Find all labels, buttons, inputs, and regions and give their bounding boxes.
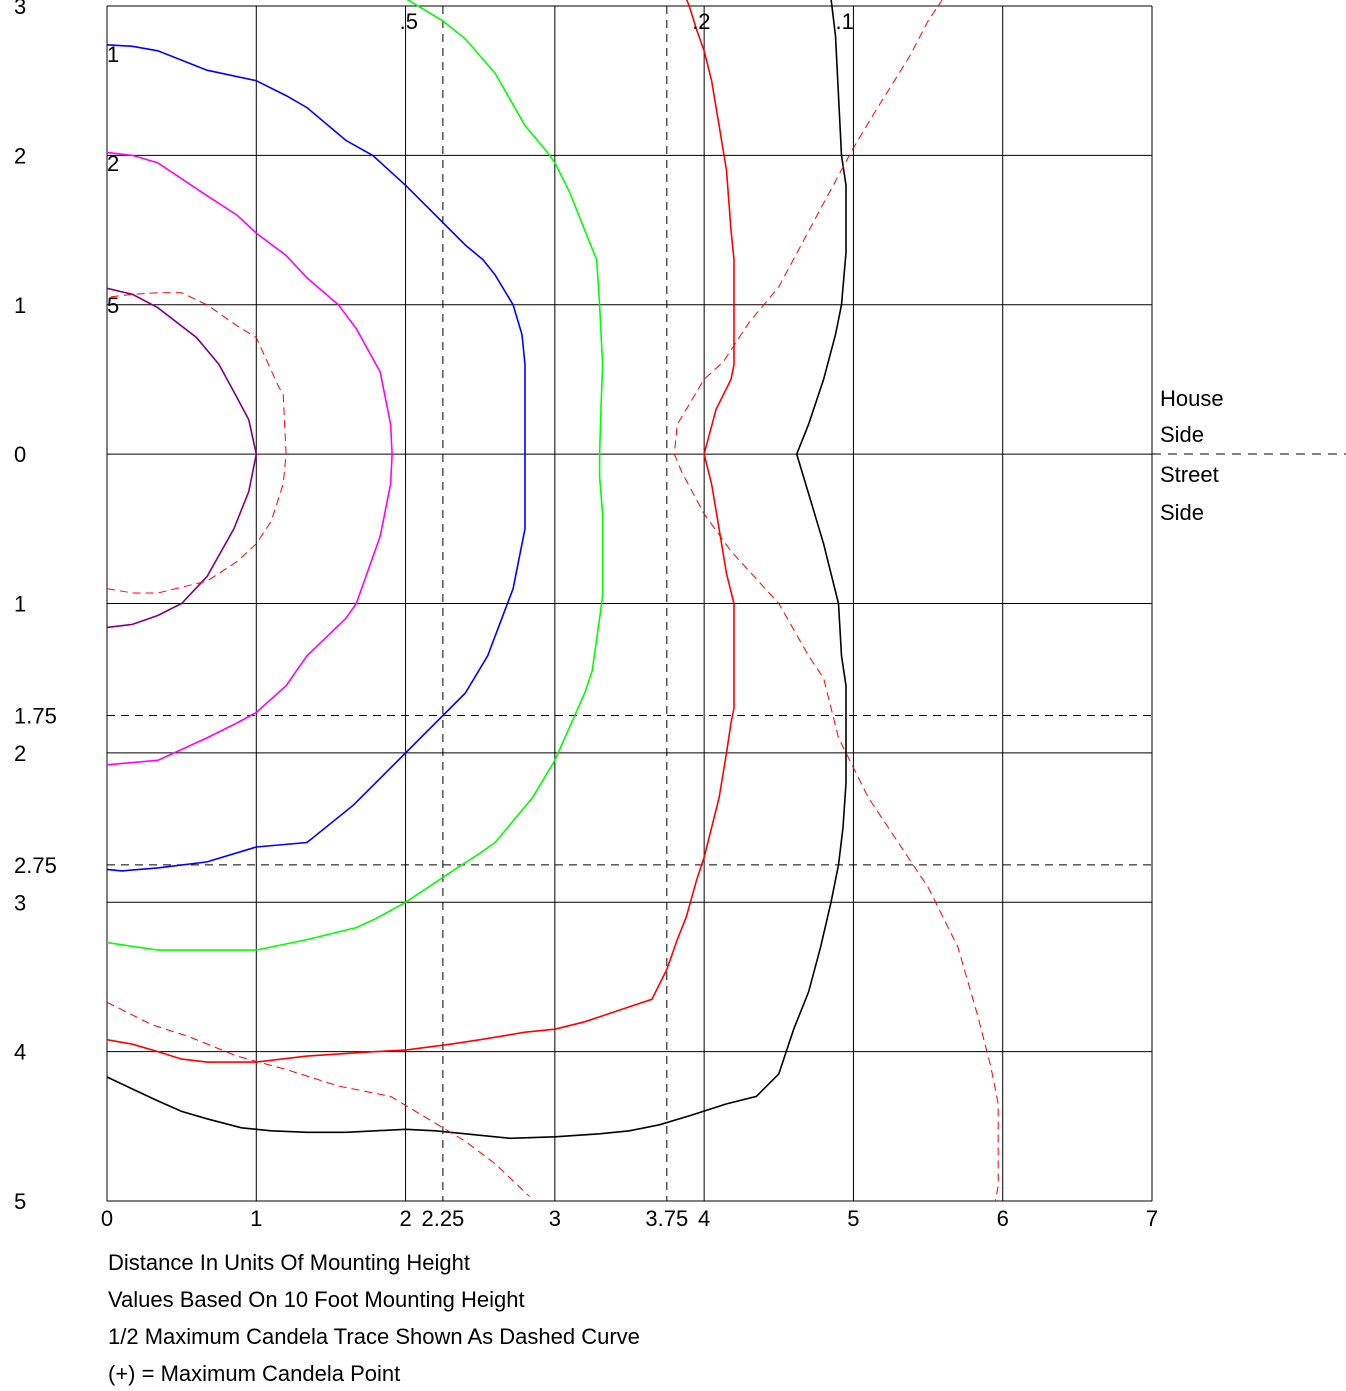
y-tick-label: 4 xyxy=(14,1040,26,1065)
contour-value-label: 5 xyxy=(107,293,119,318)
isofootcandle-curve xyxy=(106,0,847,1140)
isofootcandle-curve xyxy=(106,0,735,1063)
grid-lines xyxy=(106,5,1153,1202)
house-side-word: House xyxy=(1160,386,1224,411)
y-tick-label: 1 xyxy=(14,592,26,617)
half-max-candela-curve xyxy=(106,1001,530,1197)
y-tick-label: 3 xyxy=(14,0,26,19)
contour-value-label: .5 xyxy=(400,9,418,34)
street-side-label: Street Side xyxy=(1160,456,1219,532)
y-tick-label: 3 xyxy=(14,890,26,915)
isofootcandle-curve xyxy=(106,287,258,629)
y-tick-label: 2 xyxy=(14,143,26,168)
x-tick-label: 4 xyxy=(698,1206,710,1231)
half-max-candela-curve xyxy=(106,292,287,594)
x-axis-label: Distance In Units Of Mounting Height xyxy=(108,1250,470,1275)
y-tick-label: 0 xyxy=(14,442,26,467)
contour-curves xyxy=(106,0,999,1202)
mounting-height-note: Values Based On 10 Foot Mounting Height xyxy=(108,1287,525,1312)
x-tick-label: 7 xyxy=(1146,1206,1158,1231)
x-tick-label: 2.25 xyxy=(421,1206,464,1231)
x-tick-label: 1 xyxy=(250,1206,262,1231)
contour-value-label: .1 xyxy=(836,9,854,34)
x-tick-label: 6 xyxy=(997,1206,1009,1231)
x-tick-label: 0 xyxy=(101,1206,113,1231)
house-side-label: House Side xyxy=(1160,381,1224,453)
y-tick-labels: 3 2 1 0 1 1.75 2 2.75 3 4 5 xyxy=(14,0,57,1214)
x-tick-label: 2 xyxy=(399,1206,411,1231)
street-side-word: Street xyxy=(1160,462,1219,487)
street-side-word: Side xyxy=(1160,500,1205,525)
half-max-candela-curve xyxy=(673,0,999,1202)
contour-value-label: 1 xyxy=(107,42,119,67)
isofootcandle-curve xyxy=(106,44,526,872)
x-tick-label: 3.75 xyxy=(645,1206,688,1231)
contour-value-label: .2 xyxy=(692,9,710,34)
x-tick-label: 3 xyxy=(549,1206,561,1231)
house-side-word: Side xyxy=(1160,422,1205,447)
y-tick-label: 5 xyxy=(14,1189,26,1214)
y-tick-label: 2 xyxy=(14,741,26,766)
y-tick-label: 2.75 xyxy=(14,853,57,878)
x-tick-labels: 0 1 2 2.25 3 3.75 4 5 6 7 xyxy=(101,1206,1158,1231)
isofootcandle-curve xyxy=(106,0,604,951)
y-tick-label: 1 xyxy=(14,293,26,318)
contour-value-label: 2 xyxy=(107,151,119,176)
y-tick-label: 1.75 xyxy=(14,704,57,729)
max-candela-note: (+) = Maximum Candela Point xyxy=(108,1361,401,1386)
x-tick-label: 5 xyxy=(847,1206,859,1231)
contour-labels: 1 2 5 .5 .2 .1 xyxy=(107,9,854,318)
reference-dashed-lines xyxy=(107,6,1152,1201)
isofootcandle-curve xyxy=(106,151,393,766)
dashed-curve-note: 1/2 Maximum Candela Trace Shown As Dashe… xyxy=(108,1324,640,1349)
